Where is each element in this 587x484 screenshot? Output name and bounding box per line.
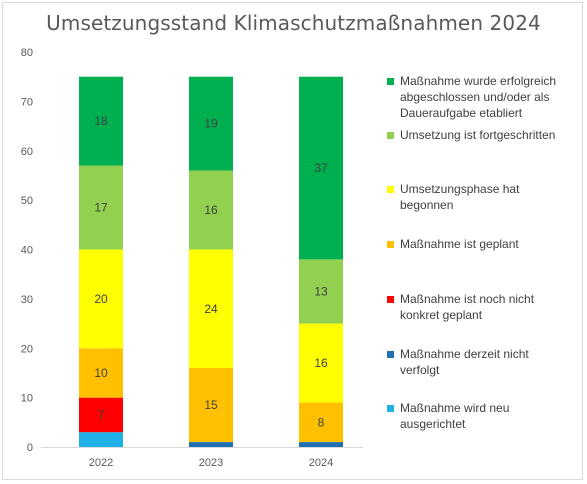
legend-label: Maßnahme ist geplant xyxy=(400,236,519,252)
legend-item: Maßnahme ist noch nicht konkret geplant xyxy=(387,291,582,323)
y-tick-label: 40 xyxy=(21,245,33,257)
data-label: 24 xyxy=(204,302,218,316)
legend-label: Maßnahme wurde erfolgreich abgeschlossen … xyxy=(400,73,556,121)
legend-swatch xyxy=(387,78,394,85)
legend-label: Umsetzungsphase hat begonnen xyxy=(400,181,519,213)
x-tick-label: 2023 xyxy=(199,457,223,469)
legend-label: Maßnahme wird neu ausgerichtet xyxy=(400,400,509,432)
legend-label-line: Maßnahme ist noch nicht xyxy=(400,291,534,307)
legend-label-line: abgeschlossen und/oder als xyxy=(400,89,556,105)
legend-label: Maßnahme ist noch nicht konkret geplant xyxy=(400,291,534,323)
data-label: 16 xyxy=(204,203,218,217)
data-label: 17 xyxy=(94,201,108,215)
x-tick-label: 2022 xyxy=(89,457,113,469)
legend-label-line: Umsetzungsphase hat xyxy=(400,181,519,197)
y-tick-label: 70 xyxy=(21,96,33,108)
legend-label-line: Maßnahme wird neu xyxy=(400,400,509,416)
data-label: 19 xyxy=(204,117,218,131)
legend-swatch xyxy=(387,241,394,248)
bar-segment xyxy=(189,442,233,447)
legend-item: Umsetzung ist fortgeschritten xyxy=(387,127,582,143)
y-tick-label: 20 xyxy=(21,343,33,355)
legend-item: Maßnahme ist geplant xyxy=(387,236,582,252)
data-label: 15 xyxy=(204,398,218,412)
data-label: 7 xyxy=(98,408,105,422)
legend-swatch xyxy=(387,132,394,139)
legend-item: Umsetzungsphase hat begonnen xyxy=(387,181,582,213)
legend-swatch xyxy=(387,405,394,412)
data-label: 8 xyxy=(318,415,325,429)
legend-label: Maßnahme derzeit nicht verfolgt xyxy=(400,346,529,378)
legend-label-line: Maßnahme wurde erfolgreich xyxy=(400,73,556,89)
legend-label-line: Maßnahme derzeit nicht xyxy=(400,346,529,362)
data-label: 37 xyxy=(314,161,328,175)
y-tick-label: 10 xyxy=(21,393,33,405)
legend-label-line: Maßnahme ist geplant xyxy=(400,236,519,252)
legend-swatch xyxy=(387,186,394,193)
data-label: 10 xyxy=(94,366,108,380)
legend-label-line: Umsetzung ist fortgeschritten xyxy=(400,127,555,143)
chart-frame: Umsetzungsstand Klimaschutzmaßnahmen 202… xyxy=(2,2,583,480)
y-tick-label: 0 xyxy=(27,442,33,454)
legend-label-line: konkret geplant xyxy=(400,307,534,323)
legend-item: Maßnahme wird neu ausgerichtet xyxy=(387,400,582,432)
legend-label-line: verfolgt xyxy=(400,362,529,378)
legend-label: Umsetzung ist fortgeschritten xyxy=(400,127,555,143)
data-label: 13 xyxy=(314,284,328,298)
legend-swatch xyxy=(387,296,394,303)
legend-label-line: begonnen xyxy=(400,197,519,213)
data-label: 20 xyxy=(94,292,108,306)
legend-label-line: ausgerichtet xyxy=(400,416,509,432)
bar-segment xyxy=(299,442,343,447)
y-tick-label: 60 xyxy=(21,146,33,158)
legend-swatch xyxy=(387,351,394,358)
legend-item: Maßnahme derzeit nicht verfolgt xyxy=(387,346,582,378)
legend-item: Maßnahme wurde erfolgreich abgeschlossen … xyxy=(387,73,582,121)
legend-label-line: Daueraufgabe etabliert xyxy=(400,105,556,121)
x-tick-label: 2024 xyxy=(309,457,333,469)
bar-segment xyxy=(79,432,123,447)
y-tick-label: 80 xyxy=(21,47,33,59)
data-label: 16 xyxy=(314,356,328,370)
data-label: 18 xyxy=(94,114,108,128)
y-tick-label: 30 xyxy=(21,294,33,306)
y-tick-label: 50 xyxy=(21,195,33,207)
